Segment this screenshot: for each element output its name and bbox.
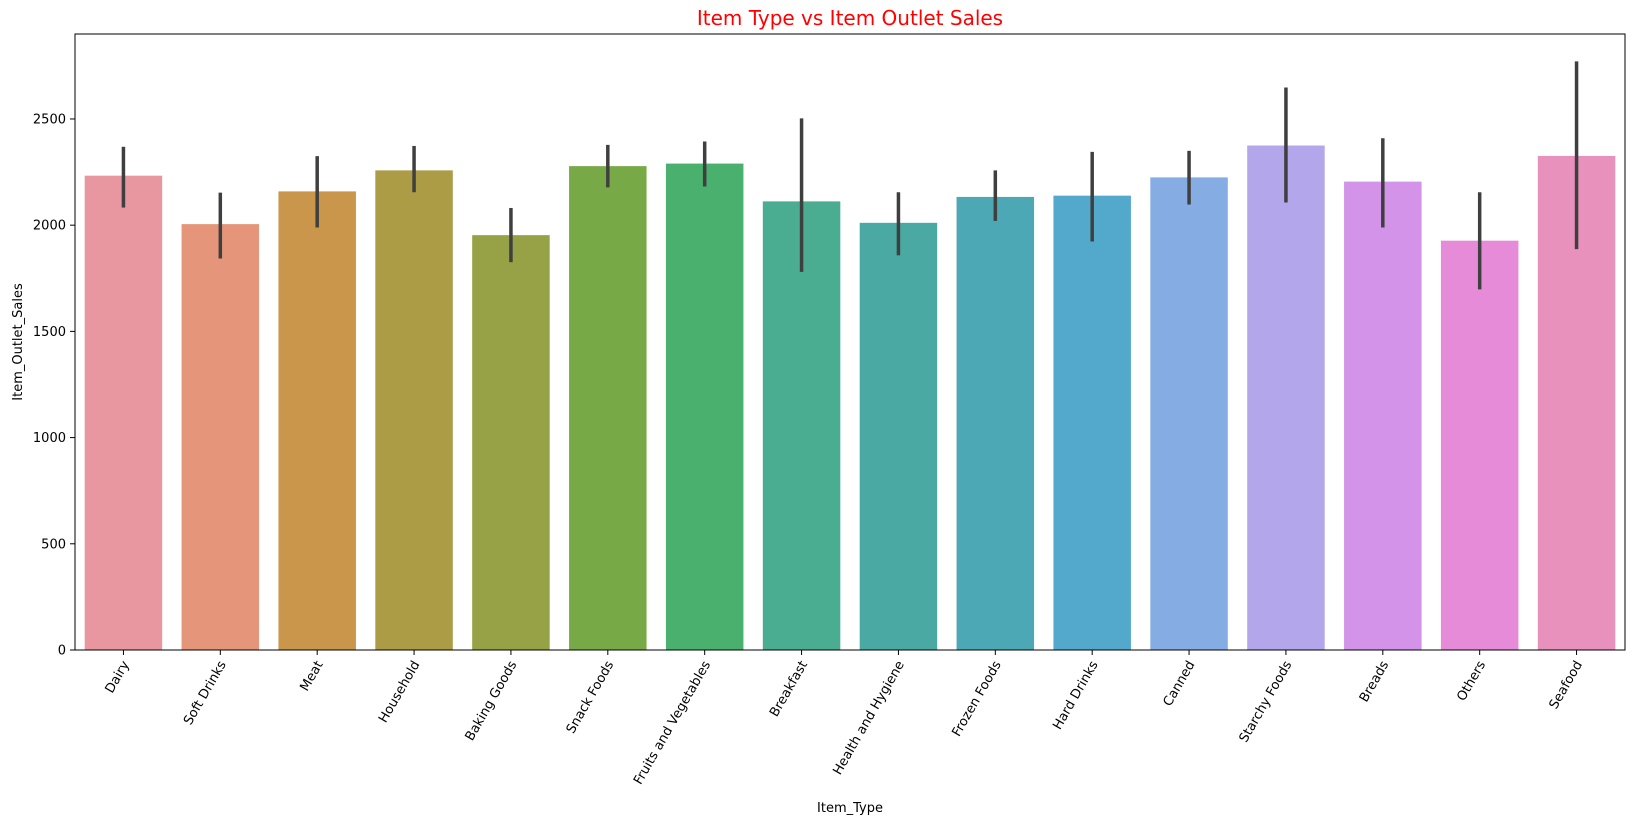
y-tick-label: 1000 [33,431,66,446]
x-tick-label: Hard Drinks [1050,658,1101,732]
x-tick-label: Frozen Foods [949,658,1004,739]
y-tick-label: 2500 [33,112,66,127]
x-tick-label: Canned [1161,659,1199,710]
bar-household [375,170,453,650]
y-axis-label: Item_Outlet_Sales [11,283,26,401]
plot-frame [74,33,1626,651]
x-tick-label: Breads [1357,658,1393,705]
x-tick-label: Household [376,659,423,726]
x-tick-label: Meat [298,659,327,694]
x-tick-label: Health and Hygiene [830,659,907,778]
bar-canned [1150,177,1228,650]
bar-baking-goods [472,235,550,650]
bar-soft-drinks [181,224,260,650]
bars-layer [84,145,1616,651]
bar-snack-foods [569,166,647,650]
bar-fruits-and-vegetables [665,163,744,650]
bar-frozen-foods [956,196,1035,650]
x-tick-label: Fruits and Vegetables [631,658,714,787]
x-tick-label: Starchy Foods [1237,658,1296,745]
bar-starchy-foods [1247,145,1325,650]
y-tick-label: 1500 [33,325,66,340]
bar-meat [278,191,356,650]
x-tick-label: Baking Goods [463,658,521,743]
bar-health-and-hygiene [859,222,938,650]
x-tick-label: Breakfast [767,659,811,720]
x-tick-label: Seafood [1547,659,1586,712]
y-axis: 0 500 1000 1500 2000 2500 [33,112,75,659]
x-tick-label: Dairy [103,658,133,696]
bar-hard-drinks [1053,195,1131,650]
y-tick-label: 2000 [33,219,66,234]
bar-breads [1344,181,1422,651]
bar-dairy [84,175,163,650]
x-axis: Dairy Soft Drinks Meat Household Baking Good… [103,650,1586,787]
x-axis-label: Item_Type [817,801,883,816]
y-tick-label: 500 [41,537,66,552]
chart-title: Item Type vs Item Outlet Sales [697,6,1003,30]
bar-breakfast [762,201,841,650]
x-tick-label: Others [1454,658,1489,704]
x-tick-label: Soft Drinks [181,658,230,727]
x-tick-label: Snack Foods [564,658,618,736]
y-tick-label: 0 [58,644,66,659]
bar-others [1440,240,1519,650]
error-bars-layer [121,61,1579,290]
